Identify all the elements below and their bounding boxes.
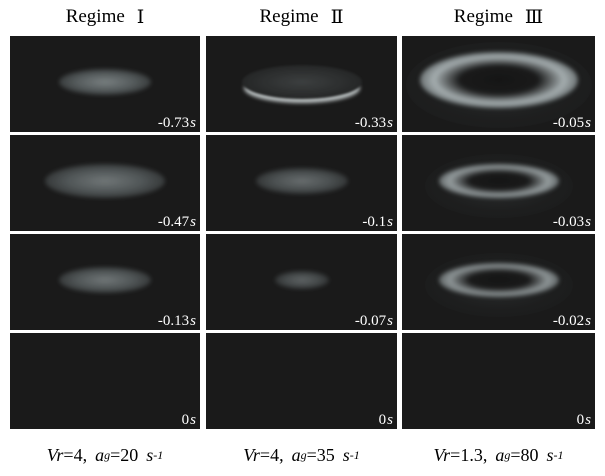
image-panel: 0s (206, 333, 397, 429)
droplet-glow (255, 168, 348, 194)
time-label: -0.47s (158, 214, 196, 230)
ag-value: =20 (110, 444, 139, 465)
time-label: -0.73s (158, 115, 196, 131)
time-unit: s (387, 214, 393, 230)
time-value: -0.02 (552, 313, 585, 329)
ag-value: =35 (306, 444, 335, 465)
image-panel: -0.33s (206, 36, 397, 132)
time-label: -0.07s (355, 313, 393, 329)
condition-caption: Vr =4, a g =35 s -1 (202, 438, 401, 472)
time-label: 0s (379, 412, 393, 428)
condition-caption: Vr =1.3, a g =80 s -1 (398, 438, 599, 472)
image-panel: -0.13s (10, 234, 200, 330)
image-panel: -0.03s (402, 135, 595, 231)
regime-numeral: Ⅱ (330, 6, 344, 28)
vr-symbol: Vr (433, 444, 451, 465)
vr-value: =4, (259, 444, 284, 465)
column-header: Regime Ⅲ (402, 0, 595, 34)
ag-subscript: g (104, 447, 111, 462)
vr-value: =1.3, (450, 444, 488, 465)
droplet-glow (241, 65, 362, 99)
time-unit: s (585, 313, 591, 329)
regime-numeral: Ⅰ (136, 6, 145, 28)
image-panel: 0s (402, 333, 595, 429)
time-unit: s (387, 313, 393, 329)
time-unit: s (190, 115, 196, 131)
unit-base: s (146, 444, 154, 465)
time-value: 0 (576, 412, 585, 428)
column-header: Regime Ⅰ (10, 0, 200, 34)
vr-symbol: Vr (243, 444, 260, 465)
time-unit: s (585, 412, 591, 428)
droplet-glow (438, 164, 559, 198)
droplet-glow (59, 69, 151, 95)
image-panel: -0.1s (206, 135, 397, 231)
ag-symbol: a (495, 444, 505, 465)
regime-numeral: Ⅲ (524, 6, 544, 28)
vr-symbol: Vr (46, 444, 64, 465)
time-value: -0.33 (354, 115, 387, 131)
image-panel: -0.07s (206, 234, 397, 330)
image-panel: -0.47s (10, 135, 200, 231)
time-value: -0.73 (157, 115, 190, 131)
column-header: Regime Ⅱ (206, 0, 397, 34)
time-label: -0.13s (158, 313, 196, 329)
regime-label: Regime (65, 6, 125, 27)
time-unit: s (387, 412, 393, 428)
time-unit: s (387, 115, 393, 131)
image-panel: -0.05s (402, 36, 595, 132)
image-panel: -0.02s (402, 234, 595, 330)
time-value: -0.07 (354, 313, 387, 329)
time-unit: s (585, 115, 591, 131)
ag-symbol: a (291, 444, 301, 465)
unit-exponent: -1 (349, 447, 360, 462)
ag-symbol: a (95, 444, 105, 465)
vr-value: =4, (63, 444, 88, 465)
condition-caption: Vr =4, a g =20 s -1 (6, 438, 204, 472)
ag-subscript: g (504, 447, 511, 462)
droplet-glow (438, 263, 559, 297)
unit-exponent: -1 (153, 447, 164, 462)
image-panel: 0s (10, 333, 200, 429)
droplet-glow (59, 267, 151, 293)
time-label: -0.1s (362, 214, 393, 230)
droplet-glow (45, 164, 165, 198)
time-label: 0s (182, 412, 196, 428)
ag-value: =80 (510, 444, 539, 465)
time-label: -0.03s (553, 214, 591, 230)
droplet-glow (419, 52, 578, 108)
time-value: -0.47 (157, 214, 190, 230)
time-unit: s (190, 412, 196, 428)
time-value: 0 (378, 412, 387, 428)
time-value: 0 (181, 412, 190, 428)
regime-label: Regime (259, 6, 319, 27)
unit-base: s (342, 444, 350, 465)
ag-subscript: g (300, 447, 307, 462)
unit-exponent: -1 (553, 447, 564, 462)
droplet-glow (274, 271, 329, 289)
regime-label: Regime (453, 6, 513, 27)
time-label: -0.33s (355, 115, 393, 131)
time-unit: s (190, 214, 196, 230)
time-value: -0.05 (552, 115, 585, 131)
image-panel: -0.73s (10, 36, 200, 132)
time-label: -0.05s (553, 115, 591, 131)
time-value: -0.13 (157, 313, 190, 329)
time-label: 0s (577, 412, 591, 428)
time-unit: s (585, 214, 591, 230)
time-value: -0.03 (552, 214, 585, 230)
time-label: -0.02s (553, 313, 591, 329)
time-unit: s (190, 313, 196, 329)
time-value: -0.1 (362, 214, 387, 230)
unit-base: s (546, 444, 554, 465)
